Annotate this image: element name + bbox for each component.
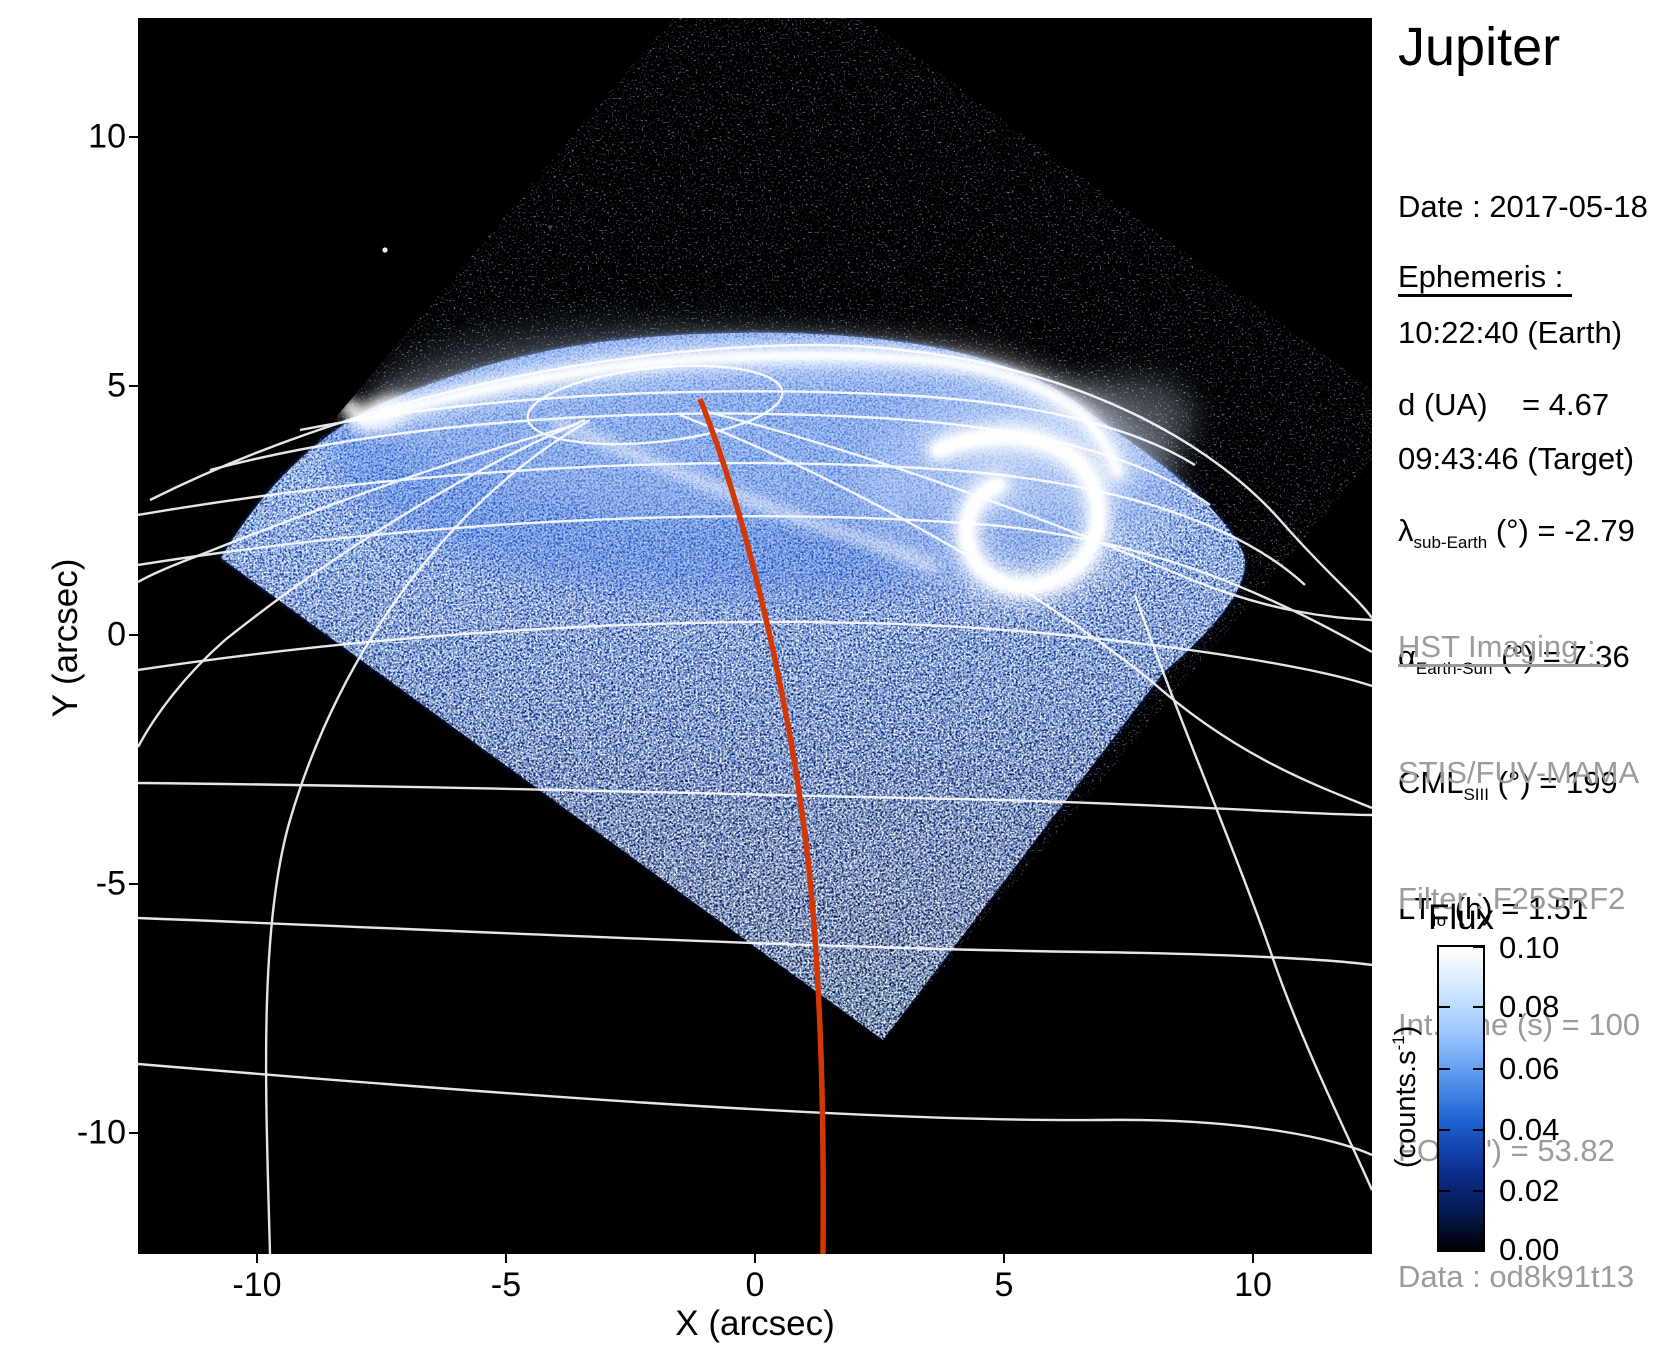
- x-tick-mark: [1003, 1254, 1005, 1263]
- x-axis-tick-label: 10: [1234, 1266, 1272, 1304]
- main-plot-image: [138, 18, 1372, 1254]
- faint-point-source: [548, 225, 552, 229]
- ephemeris-table: d (UA) = 4.67 λsub-Earth (°) = -2.79 αEa…: [1398, 300, 1635, 1014]
- ephemeris-row-io-local-time: LTIo (h) = 1.51: [1398, 891, 1589, 931]
- y-axis-tick-label: -10: [76, 1113, 126, 1152]
- x-tick-mark: [505, 1254, 507, 1263]
- ephemeris-row-distance: d (UA) = 4.67: [1398, 387, 1610, 422]
- y-axis-tick-label: 10: [88, 117, 126, 156]
- colorbar-tick: [1439, 1129, 1450, 1131]
- colorbar-tick: [1473, 1249, 1484, 1251]
- colorbar-title: Flux: [1427, 898, 1495, 937]
- observation-datetime: Date : 2017-05-18 10:22:40 (Earth) 09:43…: [1398, 102, 1648, 564]
- colorbar-tick: [1439, 1006, 1450, 1008]
- x-axis-title: X (arcsec): [675, 1304, 835, 1343]
- y-tick-mark: [129, 385, 138, 387]
- colorbar-tick: [1473, 1068, 1484, 1070]
- y-tick-mark: [129, 1132, 138, 1134]
- x-tick-mark: [754, 1254, 756, 1263]
- colorbar-tick: [1473, 1190, 1484, 1192]
- colorbar-units-label: (counts.s-1): [1389, 1025, 1422, 1169]
- planet-graticule: [138, 343, 1372, 1254]
- hst-imaging-section: HST Imaging : STIS/FUV-MAMA Filter : F25…: [1398, 542, 1640, 1367]
- colorbar-tick: [1439, 1190, 1450, 1192]
- ephemeris-row-cml: CMLSIII (°) = 199: [1398, 765, 1618, 805]
- x-axis-tick-label: -10: [232, 1266, 282, 1304]
- time-target-line: 09:43:46 (Target): [1398, 441, 1635, 476]
- ephemeris-row-phase-angle: αEarth-Sun (°) = 7.36: [1398, 639, 1630, 679]
- figure-title: Jupiter: [1398, 17, 1561, 77]
- colorbar-tick: [1473, 1129, 1484, 1131]
- y-tick-mark: [129, 883, 138, 885]
- colorbar-tick-label: 0.10: [1499, 930, 1560, 965]
- ephemeris-header: Ephemeris :: [1398, 259, 1573, 294]
- colorbar-tick: [1473, 946, 1484, 948]
- hst-imaging-header: HST Imaging :: [1398, 629, 1605, 664]
- colorbar-tick-label: 0.06: [1499, 1051, 1560, 1086]
- colorbar-tick: [1473, 1006, 1484, 1008]
- colorbar-tick-label: 0.02: [1499, 1173, 1560, 1208]
- colorbar-tick-label: 0.04: [1499, 1112, 1560, 1147]
- y-axis-tick-label: 5: [107, 366, 126, 405]
- ephemeris-row-subearth-lat: λsub-Earth (°) = -2.79: [1398, 513, 1635, 553]
- x-tick-mark: [256, 1254, 258, 1263]
- time-earth-line: 10:22:40 (Earth): [1398, 315, 1623, 350]
- colorbar-tick-label: 0.08: [1499, 989, 1560, 1024]
- y-tick-mark: [129, 634, 138, 636]
- y-axis-tick-label: 0: [107, 615, 126, 654]
- colorbar-tick-label: 0.00: [1499, 1232, 1560, 1267]
- y-tick-mark: [129, 136, 138, 138]
- colorbar-tick: [1439, 1068, 1450, 1070]
- hst-dataset-line: Data : od8k91t13: [1398, 1259, 1635, 1294]
- x-axis-tick-label: 0: [745, 1266, 765, 1304]
- date-line: Date : 2017-05-18: [1398, 189, 1648, 224]
- x-tick-mark: [1252, 1254, 1254, 1263]
- x-axis-tick-label: -5: [490, 1266, 522, 1304]
- hst-filter-line: Filter : F25SRF2: [1398, 881, 1626, 916]
- x-axis-tick-label: 5: [994, 1266, 1014, 1304]
- hst-instrument-line: STIS/FUV-MAMA: [1398, 755, 1640, 790]
- y-axis-title: Y (arcsec): [46, 558, 85, 718]
- y-axis-tick-label: -5: [95, 864, 126, 903]
- flux-colorbar: [1437, 945, 1485, 1252]
- point-source: [382, 247, 388, 253]
- central-meridian-line: [697, 397, 826, 1254]
